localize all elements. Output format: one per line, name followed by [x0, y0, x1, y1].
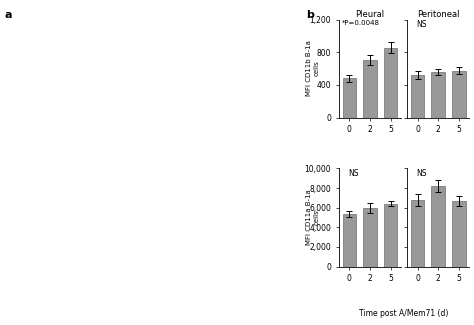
Bar	[411, 200, 424, 266]
Bar	[384, 204, 397, 266]
Title: Peritoneal: Peritoneal	[417, 10, 459, 20]
Bar	[343, 78, 356, 118]
Text: MFI CD11b B-1a
cells: MFI CD11b B-1a cells	[306, 41, 319, 97]
Text: NS: NS	[417, 20, 427, 30]
Bar	[363, 208, 377, 266]
Bar	[431, 186, 445, 266]
Bar	[431, 72, 445, 118]
Bar	[452, 71, 465, 118]
Bar	[411, 75, 424, 118]
Text: a: a	[5, 10, 12, 20]
Bar	[452, 201, 465, 266]
Text: *P=0.0048: *P=0.0048	[341, 20, 379, 26]
Bar	[384, 48, 397, 118]
Text: Time post A/Mem71 (d): Time post A/Mem71 (d)	[359, 309, 449, 318]
Text: NS: NS	[417, 169, 427, 178]
Bar	[343, 214, 356, 266]
Title: Pleural: Pleural	[356, 10, 384, 20]
Bar	[363, 60, 377, 118]
Text: MFI CD11a B-1a
cells: MFI CD11a B-1a cells	[306, 189, 319, 245]
Text: b: b	[306, 10, 314, 20]
Text: NS: NS	[348, 169, 359, 178]
